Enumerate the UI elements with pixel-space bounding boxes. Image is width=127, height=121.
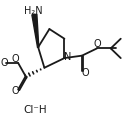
Text: O: O <box>11 86 19 96</box>
Text: O: O <box>1 58 8 68</box>
Text: H₂N: H₂N <box>24 6 42 16</box>
Polygon shape <box>32 14 39 47</box>
Text: N: N <box>64 53 72 62</box>
Text: O: O <box>81 68 89 78</box>
Text: O: O <box>12 54 19 64</box>
Text: Cl⁻H: Cl⁻H <box>24 105 47 115</box>
Text: O: O <box>93 39 101 49</box>
